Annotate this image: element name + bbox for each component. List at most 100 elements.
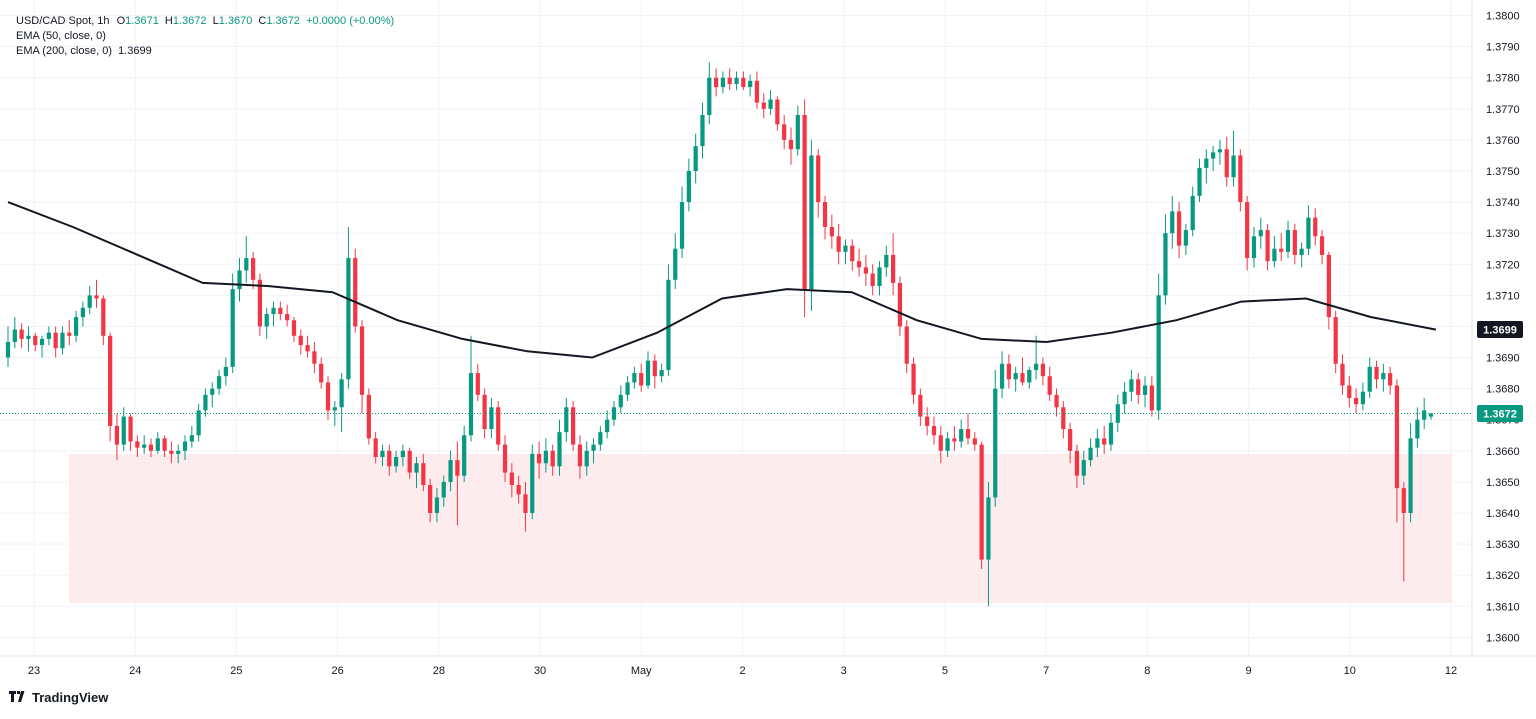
candle-body (891, 254, 896, 283)
candle (1013, 366, 1018, 392)
candle (856, 248, 862, 277)
candle-body (414, 463, 419, 473)
candle-body (829, 226, 834, 237)
candle (346, 226, 351, 389)
candle-body (734, 77, 739, 84)
candle (645, 351, 651, 389)
candle-body (836, 236, 841, 252)
candle-body (557, 432, 562, 467)
candle-body (46, 332, 51, 339)
candle (1115, 394, 1120, 433)
candle (754, 71, 760, 109)
candle (291, 317, 297, 342)
open-label: O (116, 15, 126, 27)
candle-body (768, 99, 773, 109)
candle-body (1231, 155, 1236, 178)
candle (12, 317, 17, 349)
symbol-title[interactable]: USD/CAD Spot, 1h (16, 15, 110, 27)
candle (475, 363, 480, 402)
candle-body (196, 410, 201, 436)
candle-body (720, 77, 726, 88)
candle-body (972, 438, 977, 445)
candle-body (571, 407, 576, 445)
candle (707, 62, 712, 125)
candle (843, 239, 848, 265)
candle-body (1170, 211, 1175, 234)
x-tick-label: 5 (942, 665, 948, 677)
y-tick-label: 1.3740 (1486, 197, 1520, 209)
candle-body (1027, 369, 1032, 383)
candle (1251, 226, 1257, 268)
candle-body (727, 77, 732, 84)
candle (1306, 205, 1311, 255)
legend-ema50-row[interactable]: EMA (50, close, 0) (16, 29, 394, 44)
candle (598, 425, 603, 451)
candle-body (305, 345, 310, 352)
candle-body (135, 441, 140, 448)
candle (516, 475, 521, 504)
high-value: 1.3672 (172, 15, 207, 27)
candle-body (1054, 394, 1059, 408)
candle-body (802, 115, 807, 290)
candle-body (244, 258, 249, 271)
candle-body (993, 388, 998, 498)
candle-body (155, 438, 160, 451)
candle (1149, 376, 1154, 417)
candle (366, 388, 371, 445)
candle (210, 382, 215, 408)
candle-body (366, 394, 371, 439)
candle-body (1197, 167, 1202, 196)
legend-ema200-row[interactable]: EMA (200, close, 0) 1.3699 (16, 44, 394, 59)
candle (734, 71, 739, 91)
candle (1374, 360, 1379, 389)
candle-body (496, 407, 501, 445)
candle (332, 401, 337, 426)
candle (407, 447, 412, 479)
candle (250, 251, 256, 290)
candle (1279, 233, 1284, 262)
candle (1156, 273, 1161, 420)
candle-body (1272, 248, 1277, 262)
candle (632, 366, 637, 389)
candle (605, 410, 610, 439)
tradingview-logo-icon (9, 690, 27, 705)
x-tick-label: 26 (332, 665, 344, 677)
candle-body (53, 332, 58, 349)
candle (822, 195, 828, 240)
candle (965, 413, 971, 445)
candle (931, 416, 937, 445)
candle-body (1129, 379, 1134, 392)
candle-body (441, 481, 446, 498)
candle-body (938, 435, 943, 451)
candle-body (108, 335, 113, 426)
tradingview-brand[interactable]: TradingView (9, 690, 108, 705)
candle (1102, 425, 1107, 454)
candle (73, 310, 79, 342)
candle-body (911, 363, 916, 395)
candle-body (203, 394, 208, 411)
candle-body (632, 373, 637, 383)
candle (1224, 136, 1229, 187)
candle (863, 254, 868, 287)
candle (1258, 217, 1263, 249)
candle (87, 286, 92, 315)
candle (577, 435, 583, 479)
chart-legend: USD/CAD Spot, 1h O1.3671 H1.3672 L1.3670… (16, 14, 394, 59)
candle (393, 450, 399, 473)
close-value: 1.3672 (266, 15, 301, 27)
candle-body (1095, 438, 1100, 448)
candle-body (5, 341, 11, 358)
candle (39, 335, 45, 358)
candle (434, 488, 440, 523)
candle-body (1251, 236, 1257, 259)
ema200-value: 1.3699 (118, 45, 152, 57)
x-tick-label: 12 (1445, 665, 1457, 677)
candle-body (1013, 373, 1018, 380)
candle-body (856, 261, 862, 268)
candle (108, 332, 113, 442)
time-axis[interactable]: 23 24 25 26 28 30 May 2 3 5 7 8 9 10 12 (28, 665, 1457, 677)
candle (986, 481, 991, 607)
candle-body (142, 444, 147, 448)
